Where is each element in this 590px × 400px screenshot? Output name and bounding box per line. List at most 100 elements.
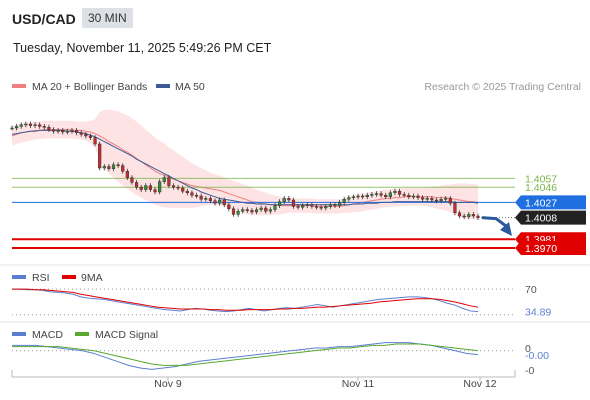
candle-body <box>208 198 212 201</box>
candle-body <box>462 215 466 218</box>
rsi-series-line <box>12 288 479 313</box>
candle-body <box>444 198 448 200</box>
ma20-line <box>11 129 479 207</box>
candle-body <box>33 124 37 127</box>
symbol-title: USD/CAD <box>12 11 76 27</box>
candle-body <box>125 170 129 178</box>
candle-body <box>70 130 74 132</box>
candle-body <box>379 193 383 196</box>
candle-body <box>185 190 189 193</box>
rsi-series-line <box>12 288 479 311</box>
candle-body <box>227 204 231 210</box>
candle-body <box>467 214 471 217</box>
candle-body <box>476 215 480 218</box>
rsi-legend-label: RSI <box>32 272 50 284</box>
timeframe-badge[interactable]: 30 MIN <box>82 8 133 28</box>
candle-body <box>199 195 203 200</box>
candle-body <box>254 209 259 213</box>
ma50-legend-swatch <box>156 84 170 88</box>
price-label: 1.4046 <box>525 182 557 194</box>
candle-body <box>107 166 111 169</box>
price-legend: MA 20 + Bollinger Bands MA 50 Research ©… <box>12 81 581 93</box>
candle-body <box>65 130 69 133</box>
candle-body <box>24 123 28 126</box>
macd-legend-label: MACD <box>32 329 63 341</box>
candle-body <box>384 194 388 197</box>
candle-body <box>153 189 157 193</box>
candle-body <box>416 195 420 198</box>
ma50-line <box>11 129 479 206</box>
timestamp: Tuesday, November 11, 2025 5:49:26 PM CE… <box>13 41 272 55</box>
candle-body <box>328 204 332 207</box>
candle-body <box>333 204 337 207</box>
candle-body <box>167 177 171 186</box>
candle-body <box>338 202 342 206</box>
candle-body <box>282 198 286 202</box>
ma50-legend-label: MA 50 <box>175 81 205 93</box>
candle-body <box>10 127 14 130</box>
candle-body <box>291 199 296 207</box>
candle-body <box>453 202 457 213</box>
candle-body <box>314 206 319 208</box>
candle-body <box>245 209 249 211</box>
candle-body <box>231 208 236 215</box>
candle-body <box>111 164 116 170</box>
rsi-tick: 70 <box>525 284 537 296</box>
candle-body <box>457 212 462 217</box>
price-tag-last <box>515 210 586 225</box>
candle-body <box>319 206 323 209</box>
price-tag-support <box>515 241 586 255</box>
candle-body <box>144 185 148 190</box>
candle-body <box>162 177 166 182</box>
candle-body <box>121 165 125 172</box>
candle-body <box>130 177 134 183</box>
candle-body <box>407 194 411 197</box>
price-label: 1.4057 <box>525 173 557 185</box>
candle-body <box>139 186 143 190</box>
macd-tick: 0 <box>525 343 531 355</box>
candle-body <box>204 198 208 200</box>
bb-legend-label: MA 20 + Bollinger Bands <box>32 81 147 93</box>
candle-body <box>79 132 83 135</box>
candle-body <box>278 201 282 206</box>
bb-legend-swatch <box>12 84 26 88</box>
price-label: 1.4008 <box>525 213 557 225</box>
candle-body <box>430 198 434 201</box>
macd-panel: MACD MACD Signal 0-0.00 -0 <box>12 329 549 377</box>
candle-body <box>241 209 245 212</box>
x-tick-label: Nov 12 <box>463 378 496 390</box>
chart-header: USD/CAD 30 MIN Tuesday, November 11, 202… <box>0 0 590 70</box>
rsi-legend-swatch <box>12 275 26 279</box>
candle-body <box>439 198 443 201</box>
price-label: 1.4027 <box>525 197 557 209</box>
candle-body <box>158 181 162 193</box>
candle-body <box>56 130 60 132</box>
macd-signal-legend-swatch <box>75 332 89 336</box>
candle-body <box>471 214 475 217</box>
candle-body <box>305 204 309 207</box>
candle-body <box>370 194 374 196</box>
macd-tick: -0 <box>525 365 534 377</box>
candle-body <box>213 200 217 204</box>
candle-body <box>287 198 291 201</box>
candle-body <box>102 166 106 169</box>
candle-body <box>388 192 392 198</box>
candle-body <box>42 126 46 128</box>
candle-body <box>116 164 120 167</box>
candle-body <box>93 137 97 145</box>
x-tick-label: Nov 9 <box>154 378 182 390</box>
rsi-panel: RSI 9MA 70 34.89 <box>12 272 551 319</box>
candle-body <box>411 195 415 198</box>
candle-body <box>402 194 406 196</box>
price-tag-pivot <box>515 195 586 210</box>
credit-text: Research © 2025 Trading Central <box>424 81 581 93</box>
candle-body <box>134 182 139 188</box>
candle-body <box>98 143 102 169</box>
candle-body <box>301 205 305 208</box>
macd-series-line <box>12 343 479 366</box>
x-tick-label: Nov 11 <box>342 378 375 390</box>
candle-body <box>361 195 365 198</box>
candle-body <box>61 130 65 133</box>
